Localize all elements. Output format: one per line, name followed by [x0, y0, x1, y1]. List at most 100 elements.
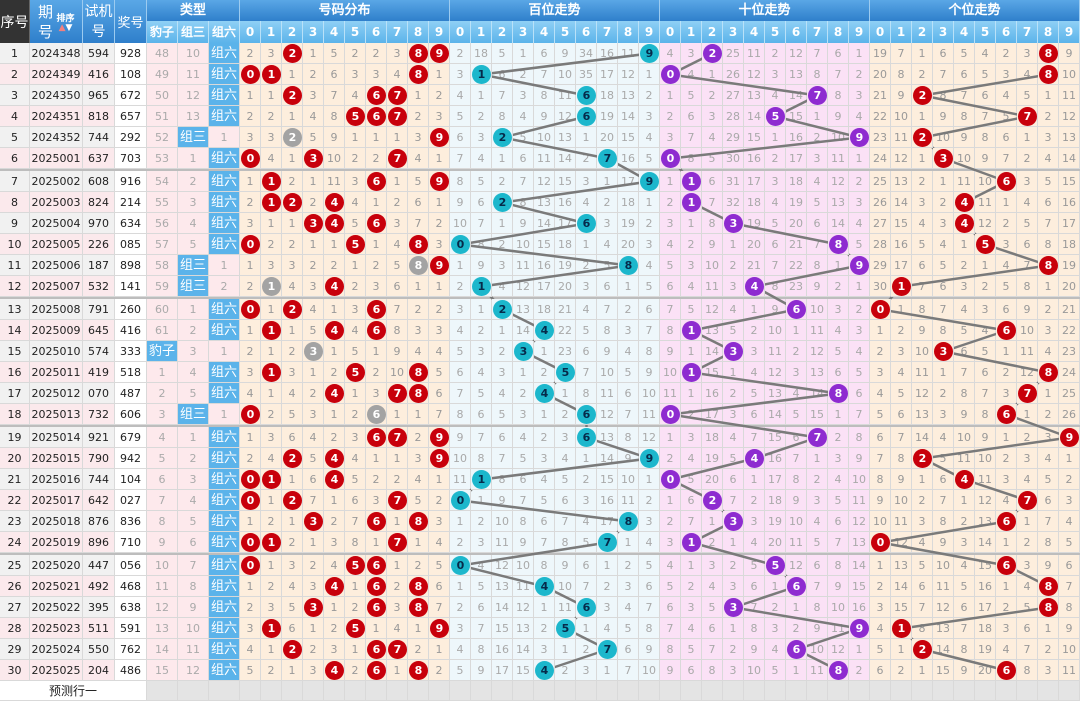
draw-cell: 416	[115, 320, 147, 341]
predict-cell[interactable]	[786, 681, 807, 701]
shi-cell: 3	[702, 106, 723, 127]
ge-cell: 9	[1017, 299, 1038, 320]
predict-cell[interactable]	[147, 681, 178, 701]
ge-cell: 8	[1038, 597, 1059, 618]
predict-cell[interactable]	[324, 681, 345, 701]
period-cell: 2025006	[30, 255, 83, 276]
bai-cell: 3	[639, 511, 660, 532]
bai-cell: 2	[639, 85, 660, 106]
bai-cell: 20	[618, 234, 639, 255]
predict-cell[interactable]	[1059, 681, 1080, 701]
predict-cell[interactable]	[1038, 681, 1059, 701]
dist-cell: 6	[366, 213, 387, 234]
predict-cell[interactable]	[555, 681, 576, 701]
predict-cell[interactable]	[933, 681, 954, 701]
bai-cell: 8	[618, 255, 639, 276]
ge-ball: 8	[1039, 598, 1058, 617]
predict-cell[interactable]	[954, 681, 975, 701]
shi-cell: 8	[828, 234, 849, 255]
type-cell-zuliu: 组六	[209, 213, 240, 234]
type-cell-baozi: 6	[147, 469, 178, 490]
predict-cell[interactable]	[975, 681, 996, 701]
predict-cell[interactable]	[723, 681, 744, 701]
dist-cell: 1	[387, 171, 408, 192]
shi-cell: 5	[765, 660, 786, 681]
bai-cell: 14	[513, 639, 534, 660]
predict-cell[interactable]	[996, 681, 1017, 701]
bai-cell: 7	[597, 532, 618, 553]
predict-cell[interactable]	[912, 681, 933, 701]
dist-cell: 1	[429, 148, 450, 169]
sort-button[interactable]: 排序 ▲▼	[56, 11, 74, 33]
shi-cell: 10	[702, 255, 723, 276]
dist-cell: 9	[429, 427, 450, 448]
predict-cell[interactable]	[597, 681, 618, 701]
predict-cell[interactable]	[618, 681, 639, 701]
shi-cell: 11	[849, 490, 870, 511]
dist-ball: 8	[409, 512, 428, 531]
predict-cell[interactable]	[576, 681, 597, 701]
predict-cell[interactable]	[891, 681, 912, 701]
predict-cell[interactable]	[408, 681, 429, 701]
type-cell-zuliu: 组六	[209, 64, 240, 85]
shi-cell: 14	[828, 213, 849, 234]
predict-cell[interactable]	[492, 681, 513, 701]
predict-cell[interactable]	[240, 681, 261, 701]
predict-cell[interactable]	[513, 681, 534, 701]
predict-cell[interactable]	[639, 681, 660, 701]
bai-cell: 5	[450, 341, 471, 362]
predict-cell[interactable]	[387, 681, 408, 701]
predict-cell[interactable]	[366, 681, 387, 701]
predict-cell[interactable]	[261, 681, 282, 701]
bai-ball: 4	[535, 661, 554, 680]
dist-cell: 6	[408, 192, 429, 213]
ge-cell: 7	[1017, 255, 1038, 276]
predict-cell[interactable]	[660, 681, 681, 701]
predict-cell[interactable]	[765, 681, 786, 701]
ge-cell: 13	[891, 171, 912, 192]
dist-cell: 1	[261, 639, 282, 660]
predict-cell[interactable]	[849, 681, 870, 701]
ge-cell: 3	[912, 511, 933, 532]
predict-cell[interactable]	[870, 681, 891, 701]
dist-cell: 5	[345, 213, 366, 234]
ge-cell: 2	[1059, 469, 1080, 490]
bai-ball: 6	[577, 107, 596, 126]
shi-cell: 8	[744, 618, 765, 639]
ge-cell: 3	[1017, 555, 1038, 576]
predict-cell[interactable]	[702, 681, 723, 701]
draw-cell: 638	[115, 597, 147, 618]
predict-cell[interactable]	[303, 681, 324, 701]
predict-cell[interactable]	[807, 681, 828, 701]
shi-cell: 4	[702, 576, 723, 597]
ge-cell: 2	[891, 320, 912, 341]
predict-cell[interactable]	[429, 681, 450, 701]
ge-cell: 4	[954, 555, 975, 576]
ge-cell: 7	[954, 85, 975, 106]
predict-cell[interactable]	[744, 681, 765, 701]
ge-cell: 5	[1017, 85, 1038, 106]
shi-cell: 7	[660, 618, 681, 639]
ge-cell: 11	[912, 362, 933, 383]
header-period[interactable]: 期号 排序 ▲▼	[30, 0, 83, 43]
predict-cell[interactable]	[681, 681, 702, 701]
dist-cell: 3	[345, 427, 366, 448]
predict-cell[interactable]	[450, 681, 471, 701]
bai-cell: 6	[471, 597, 492, 618]
predict-cell[interactable]	[471, 681, 492, 701]
predict-cell[interactable]	[282, 681, 303, 701]
predict-cell[interactable]	[828, 681, 849, 701]
predict-cell[interactable]	[209, 681, 240, 701]
shi-cell: 14	[765, 404, 786, 425]
bai-cell: 6	[576, 427, 597, 448]
ge-cell: 5	[870, 639, 891, 660]
bai-cell: 3	[576, 276, 597, 297]
predict-cell[interactable]	[1017, 681, 1038, 701]
predict-cell[interactable]	[345, 681, 366, 701]
predict-cell[interactable]	[178, 681, 209, 701]
predict-cell[interactable]	[534, 681, 555, 701]
bai-cell: 5	[471, 383, 492, 404]
dist-cell: 2	[240, 341, 261, 362]
period-cell: 2025019	[30, 532, 83, 553]
dist-cell: 1	[366, 341, 387, 362]
